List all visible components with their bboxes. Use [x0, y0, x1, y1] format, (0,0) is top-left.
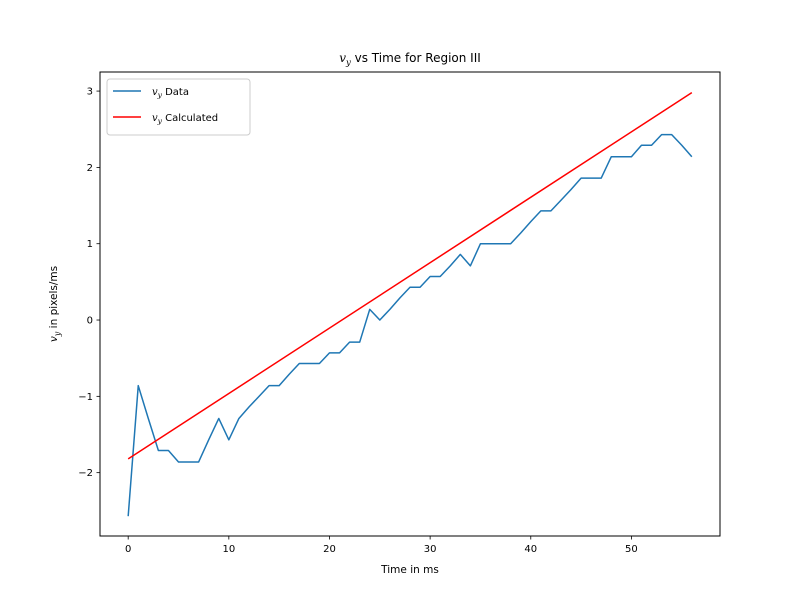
legend: vy Data vy Calculated: [106, 78, 251, 136]
x-tick-label: 0: [125, 544, 131, 555]
y-axis-label: vy in pixels/ms: [48, 266, 62, 342]
y-tick-label: 1: [87, 239, 93, 250]
x-tick-label: 30: [424, 544, 437, 555]
legend-label-data: vy Data: [152, 87, 189, 100]
series-line-vy-data: [127, 133, 693, 517]
y-tick-label: 3: [87, 87, 93, 98]
y-tick-label: −1: [78, 392, 93, 403]
chart-title: vy vs Time for Region III: [339, 51, 481, 68]
x-tick-label: 40: [524, 544, 537, 555]
y-tick-label: 0: [87, 316, 93, 327]
y-tick-label: 2: [87, 163, 93, 174]
legend-label-calculated: vy Calculated: [152, 113, 218, 126]
x-axis-label: Time in ms: [380, 564, 439, 576]
y-tick-label: −2: [78, 468, 93, 479]
legend-box: [106, 78, 251, 136]
x-axis: 0 10 20 30 40 50: [125, 536, 638, 555]
y-axis: −2 −1 0 1 2 3: [78, 87, 100, 479]
x-tick-label: 10: [222, 544, 235, 555]
series-line-vy-calculated: [127, 91, 693, 460]
series-layer: [127, 91, 693, 517]
x-tick-label: 20: [323, 544, 336, 555]
plot-area: [99, 71, 721, 537]
x-tick-label: 50: [625, 544, 638, 555]
